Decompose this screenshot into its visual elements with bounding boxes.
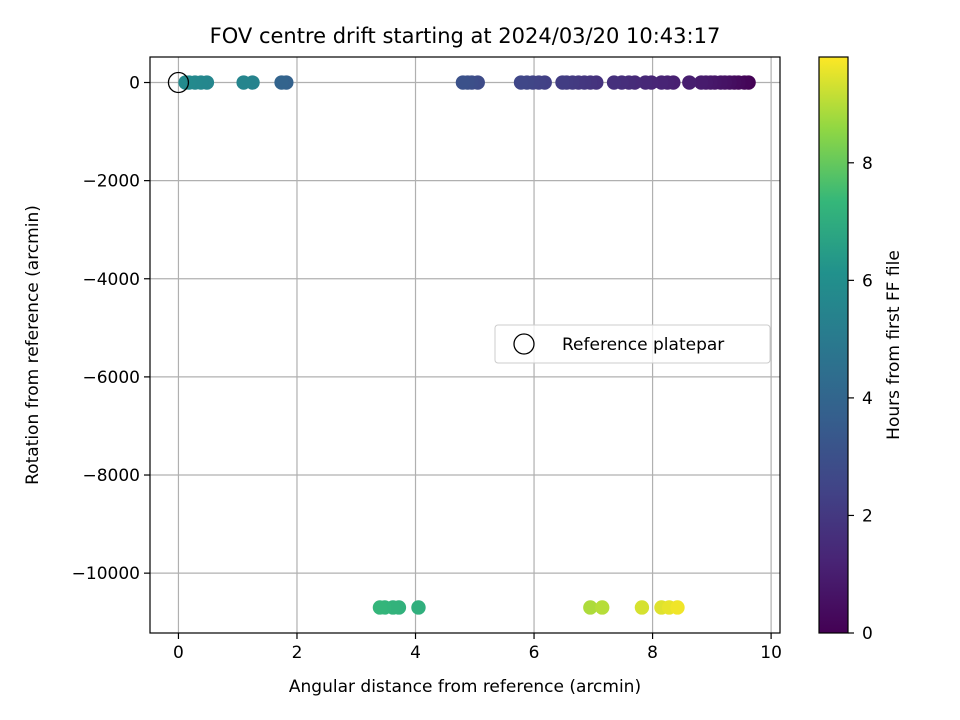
colorbar-gradient bbox=[818, 56, 849, 634]
colorbar: 0 2 4 6 8 Hours from first FF file bbox=[818, 56, 904, 644]
x-tick-label: 8 bbox=[647, 643, 658, 663]
data-point bbox=[455, 75, 471, 90]
data-point bbox=[583, 600, 598, 615]
y-tick-label: −2000 bbox=[82, 172, 140, 192]
y-tick-label: −4000 bbox=[82, 270, 140, 290]
plot-area-frame bbox=[149, 56, 781, 634]
data-point bbox=[555, 75, 570, 90]
data-point bbox=[634, 600, 650, 615]
x-tick-label: 2 bbox=[292, 643, 303, 663]
data-point bbox=[411, 600, 426, 615]
data-point bbox=[682, 75, 697, 90]
data-point bbox=[274, 75, 289, 90]
colorbar-tick-label: 2 bbox=[862, 506, 873, 526]
colorbar-tick-label: 6 bbox=[862, 271, 873, 291]
colorbar-tick-label: 0 bbox=[862, 624, 873, 644]
colorbar-tick-label: 4 bbox=[862, 389, 873, 409]
x-axis-label: Angular distance from reference (arcmin) bbox=[289, 677, 641, 697]
legend-marker-circle bbox=[513, 333, 535, 355]
y-tick-label: 0 bbox=[129, 74, 140, 94]
scatter-points bbox=[178, 75, 756, 615]
data-point bbox=[670, 600, 685, 615]
data-point bbox=[606, 75, 622, 90]
y-tick-label: −8000 bbox=[82, 466, 140, 486]
colorbar-ticks: 0 2 4 6 8 bbox=[848, 154, 873, 644]
reference-platepar-marker bbox=[167, 71, 190, 94]
chart-title: FOV centre drift starting at 2024/03/20 … bbox=[210, 24, 721, 48]
x-tick-label: 10 bbox=[760, 643, 782, 663]
y-axis-label: Rotation from reference (arcmin) bbox=[23, 205, 43, 485]
x-tick-label: 4 bbox=[410, 643, 421, 663]
data-point bbox=[372, 600, 388, 615]
data-point bbox=[638, 75, 653, 90]
x-tick-label: 0 bbox=[173, 643, 184, 663]
x-axis-ticks: 0 2 4 6 8 10 bbox=[173, 633, 782, 663]
legend-box bbox=[494, 324, 771, 364]
data-point bbox=[693, 75, 709, 90]
y-tick-label: −10000 bbox=[72, 564, 140, 584]
data-point bbox=[595, 600, 610, 615]
colorbar-tick-label: 8 bbox=[862, 154, 873, 174]
data-point bbox=[654, 75, 669, 90]
data-point bbox=[236, 75, 251, 90]
y-tick-label: −6000 bbox=[82, 368, 140, 388]
legend-label: Reference platepar bbox=[562, 335, 724, 355]
legend: Reference platepar bbox=[494, 324, 771, 364]
reference-marker-layer bbox=[167, 71, 190, 94]
y-axis-ticks: 0 −2000 −4000 −6000 −8000 −10000 bbox=[72, 74, 150, 584]
colorbar-label: Hours from first FF file bbox=[884, 250, 904, 440]
data-point bbox=[178, 75, 193, 90]
data-point bbox=[513, 75, 529, 90]
x-tick-label: 6 bbox=[529, 643, 540, 663]
